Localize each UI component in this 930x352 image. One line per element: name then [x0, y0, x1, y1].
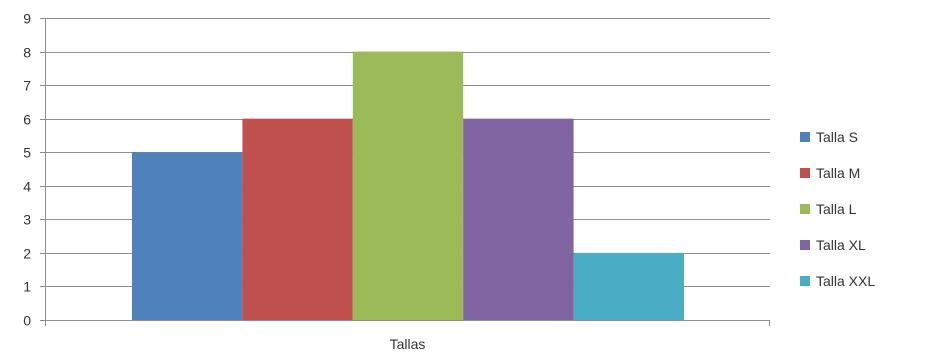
bar-talla-m — [242, 118, 353, 321]
bar-talla-s — [132, 152, 243, 320]
y-tick-label: 8 — [23, 45, 31, 61]
legend-swatch-talla-xxl — [800, 276, 810, 286]
x-axis: Tallas — [45, 320, 770, 352]
legend-swatch-talla-s — [800, 132, 810, 142]
y-axis: 0 1 2 3 4 5 6 7 8 9 — [23, 11, 46, 329]
y-tick-label: 2 — [23, 246, 31, 262]
y-tick-label: 5 — [23, 145, 31, 161]
legend-label-talla-xl: Talla XL — [816, 237, 866, 253]
y-tick-label: 9 — [23, 11, 31, 27]
bars — [132, 51, 684, 321]
legend-swatch-talla-xl — [800, 240, 810, 250]
y-tick-label: 4 — [23, 179, 31, 195]
legend: Talla S Talla M Talla L Talla XL Talla XXL — [800, 129, 875, 289]
y-tick-label: 6 — [23, 112, 31, 128]
y-tick-label: 1 — [23, 279, 31, 295]
legend-swatch-talla-m — [800, 168, 810, 178]
y-tick-label: 7 — [23, 78, 31, 94]
legend-label-talla-xxl: Talla XXL — [816, 273, 875, 289]
bar-talla-xxl — [573, 252, 684, 320]
y-tick-label: 3 — [23, 212, 31, 228]
legend-swatch-talla-l — [800, 204, 810, 214]
legend-label-talla-l: Talla L — [816, 201, 857, 217]
bar-talla-xl — [463, 118, 574, 321]
x-category-label: Tallas — [390, 336, 426, 352]
bar-talla-l — [352, 51, 464, 321]
y-tick-label: 0 — [23, 313, 31, 329]
legend-label-talla-m: Talla M — [816, 165, 860, 181]
legend-label-talla-s: Talla S — [816, 129, 858, 145]
